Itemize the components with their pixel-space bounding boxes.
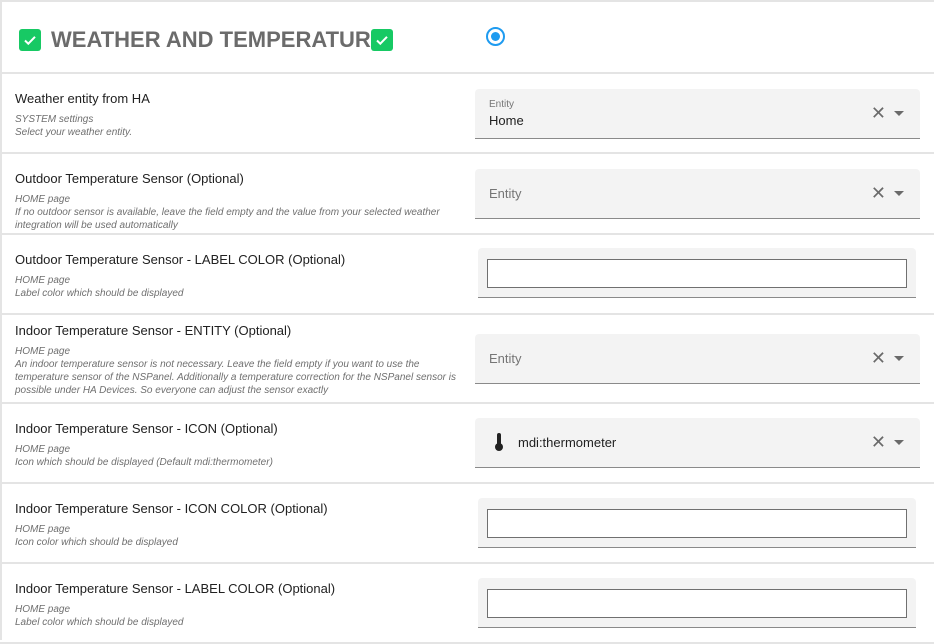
setting-row-outdoor-label-color: Outdoor Temperature Sensor - LABEL COLOR… bbox=[0, 235, 934, 315]
icon-picker[interactable]: mdi:thermometer ✕ bbox=[475, 418, 920, 468]
weather-entity-picker[interactable]: Entity Home ✕ bbox=[475, 89, 920, 139]
setting-description: HOME page Label color which should be dis… bbox=[15, 604, 184, 628]
setting-label: Indoor Temperature Sensor - LABEL COLOR … bbox=[15, 581, 336, 596]
clear-icon[interactable]: ✕ bbox=[870, 432, 886, 452]
color-field bbox=[478, 578, 916, 628]
color-field bbox=[478, 248, 916, 298]
dropdown-arrow-icon[interactable] bbox=[894, 111, 904, 116]
clear-icon[interactable]: ✕ bbox=[870, 103, 886, 123]
setting-label: Outdoor Temperature Sensor (Optional) bbox=[15, 171, 244, 186]
setting-description: HOME page If no outdoor sensor is availab… bbox=[15, 194, 440, 231]
color-field bbox=[478, 498, 916, 548]
field-value: mdi:thermometer bbox=[518, 435, 617, 450]
section-header: WEATHER AND TEMPERATURE bbox=[0, 0, 934, 74]
field-placeholder: Entity bbox=[489, 186, 522, 201]
setting-label: Indoor Temperature Sensor - ICON COLOR (… bbox=[15, 501, 328, 516]
field-placeholder: Entity bbox=[489, 351, 522, 366]
outdoor-label-color-input[interactable] bbox=[487, 259, 907, 288]
section-radio[interactable] bbox=[486, 27, 505, 46]
dropdown-arrow-icon[interactable] bbox=[894, 440, 904, 445]
setting-row-indoor-icon: Indoor Temperature Sensor - ICON (Option… bbox=[0, 404, 934, 484]
setting-description: HOME page Icon which should be displayed … bbox=[15, 444, 273, 468]
outdoor-sensor-picker[interactable]: Entity ✕ bbox=[475, 169, 920, 219]
indoor-icon-color-input[interactable] bbox=[487, 509, 907, 538]
dropdown-arrow-icon[interactable] bbox=[894, 191, 904, 196]
indoor-label-color-input[interactable] bbox=[487, 589, 907, 618]
indoor-sensor-picker[interactable]: Entity ✕ bbox=[475, 334, 920, 384]
thermometer-icon bbox=[494, 432, 504, 457]
setting-label: Weather entity from HA bbox=[15, 91, 150, 106]
field-value: Home bbox=[489, 113, 524, 128]
checkbox-icon bbox=[371, 29, 393, 51]
section-title: WEATHER AND TEMPERATURE bbox=[51, 27, 386, 52]
setting-description: HOME page An indoor temperature sensor is… bbox=[15, 346, 456, 396]
clear-icon[interactable]: ✕ bbox=[870, 348, 886, 368]
setting-row-indoor-label-color: Indoor Temperature Sensor - LABEL COLOR … bbox=[0, 564, 934, 644]
setting-row-indoor-entity: Indoor Temperature Sensor - ENTITY (Opti… bbox=[0, 315, 934, 404]
setting-row-outdoor-sensor: Outdoor Temperature Sensor (Optional) HO… bbox=[0, 154, 934, 235]
clear-icon[interactable]: ✕ bbox=[870, 183, 886, 203]
dropdown-arrow-icon[interactable] bbox=[894, 356, 904, 361]
checkbox-icon bbox=[19, 29, 41, 51]
setting-row-weather-entity: Weather entity from HA SYSTEM settings Se… bbox=[0, 74, 934, 154]
setting-label: Outdoor Temperature Sensor - LABEL COLOR… bbox=[15, 252, 346, 267]
field-label: Entity bbox=[489, 99, 515, 110]
setting-description: HOME page Label color which should be dis… bbox=[15, 275, 184, 299]
setting-description: HOME page Icon color which should be disp… bbox=[15, 524, 178, 548]
setting-description: SYSTEM settings Select your weather entit… bbox=[15, 114, 133, 138]
setting-label: Indoor Temperature Sensor - ENTITY (Opti… bbox=[15, 323, 292, 338]
setting-row-indoor-icon-color: Indoor Temperature Sensor - ICON COLOR (… bbox=[0, 484, 934, 564]
setting-label: Indoor Temperature Sensor - ICON (Option… bbox=[15, 421, 278, 436]
